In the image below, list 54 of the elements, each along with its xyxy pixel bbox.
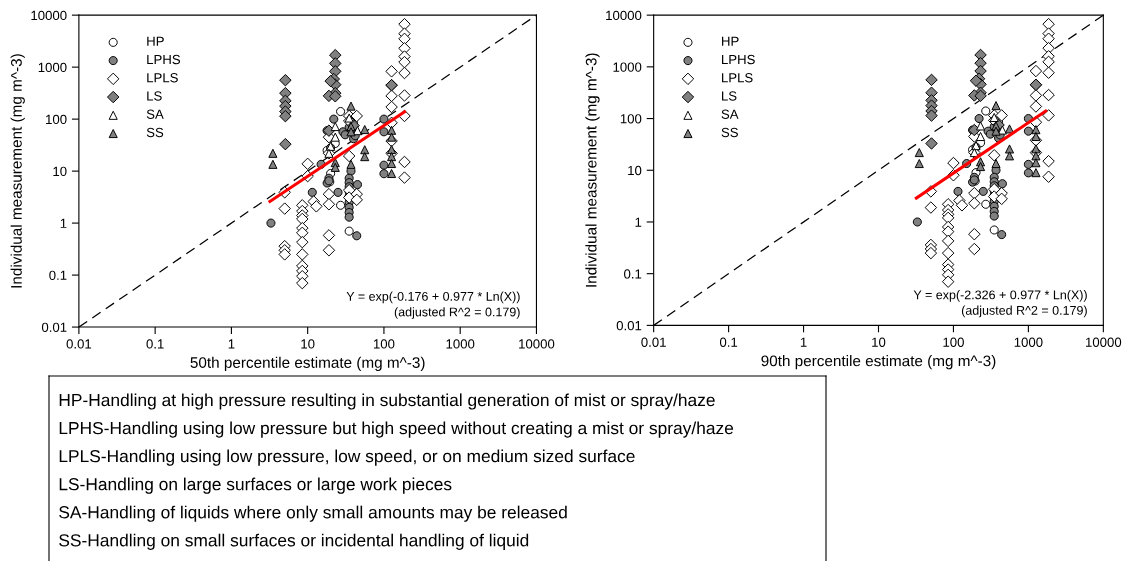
y-tick-label: 10000 bbox=[606, 10, 642, 21]
y-tick-label: 10 bbox=[53, 166, 67, 177]
legend-label: SA bbox=[721, 109, 739, 119]
annotation: Y = exp(-0.176 + 0.977 * Ln(X)) bbox=[346, 291, 520, 304]
text: SA-Handling of liquids where only small amounts may be released bbox=[59, 505, 567, 522]
legend-label: LS bbox=[722, 91, 737, 101]
y-axis-title: Individual measurement (mg m^-3) bbox=[585, 53, 600, 287]
annotation: (adjusted R^2 = 0.179) bbox=[394, 307, 520, 319]
text: LS-Handling on large surfaces or large work pieces bbox=[59, 477, 452, 494]
x-tick-label: 1 bbox=[228, 339, 235, 349]
x-tick-label: 10 bbox=[301, 339, 315, 349]
x-tick-label: 10000 bbox=[519, 339, 555, 349]
y-tick-label: 1000 bbox=[38, 62, 67, 73]
x-tick-label: 100 bbox=[373, 339, 395, 349]
text: SS-Handling on small surfaces or incidental handling of liquid bbox=[59, 533, 529, 550]
legend-label: SS bbox=[146, 127, 164, 138]
text: LPLS-Handling using low pressure, low speed, or on medium sized surface bbox=[59, 449, 635, 466]
y-tick-label: 100 bbox=[46, 114, 67, 125]
y-tick-label: 100 bbox=[620, 114, 642, 124]
legend-label: HP bbox=[147, 36, 164, 46]
y-axis-title: Individual measurement (mg m^-3) bbox=[10, 54, 25, 288]
text: LPHS-Handling using low pressure but high speed without creating a mist or spray/haze bbox=[59, 421, 734, 438]
x-tick-label: 0.1 bbox=[719, 337, 738, 347]
y-tick-label: 1 bbox=[635, 217, 642, 227]
legend-label: LPLS bbox=[147, 73, 178, 83]
legend-label: LPLS bbox=[722, 73, 753, 83]
legend-label: LS bbox=[147, 91, 162, 101]
x-tick-label: 0.1 bbox=[146, 339, 164, 349]
x-tick-label: 1000 bbox=[1014, 337, 1043, 347]
y-tick-label: 0.1 bbox=[624, 269, 642, 279]
legend-label: LPHS bbox=[147, 54, 181, 65]
y-tick-label: 0.01 bbox=[616, 320, 642, 331]
x-tick-label: 0.01 bbox=[66, 339, 92, 349]
y-tick-label: 0.01 bbox=[41, 322, 67, 332]
legend-label: SA bbox=[146, 109, 164, 119]
annotation: (adjusted R^2 = 0.179) bbox=[961, 305, 1087, 318]
y-tick-label: 1 bbox=[60, 218, 67, 228]
legend-label: SS bbox=[721, 127, 738, 138]
y-tick-label: 0.1 bbox=[49, 270, 67, 280]
x-tick-label: 0.01 bbox=[641, 337, 666, 347]
legend-label: LPHS bbox=[722, 54, 755, 65]
y-tick-label: 1000 bbox=[613, 62, 642, 72]
x-tick-label: 10 bbox=[872, 337, 886, 347]
x-axis-title: 50th percentile estimate (mg m^-3) bbox=[190, 356, 425, 371]
y-tick-label: 10 bbox=[628, 165, 642, 176]
legend-label: HP bbox=[722, 36, 739, 46]
text: HP-Handling at high pressure resulting in substantial generation of mist or spray/haze bbox=[59, 393, 715, 410]
annotation: Y = exp(-2.326 + 0.977 * Ln(X)) bbox=[913, 290, 1087, 302]
y-tick-label: 10000 bbox=[31, 10, 67, 21]
x-tick-label: 100 bbox=[943, 337, 964, 347]
x-axis-title: 90th percentile estimate (mg m^-3) bbox=[761, 355, 996, 370]
x-tick-label: 1000 bbox=[446, 339, 475, 349]
x-tick-label: 10000 bbox=[1086, 337, 1122, 347]
x-tick-label: 1 bbox=[800, 337, 807, 347]
